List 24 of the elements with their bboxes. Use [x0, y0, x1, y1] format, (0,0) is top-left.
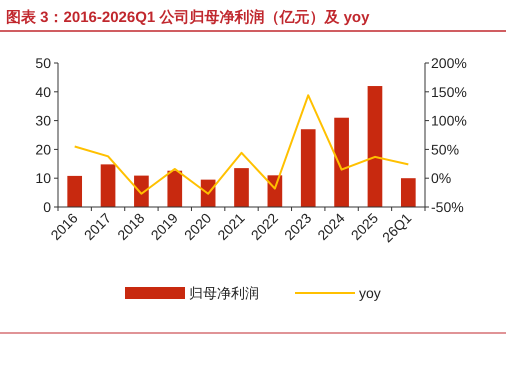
bar: [234, 168, 249, 207]
bar: [368, 86, 382, 207]
y2-tick-label: 150%: [431, 84, 467, 100]
chart-title: 图表 3：2016-2026Q1 公司归母净利润（亿元）及 yoy: [6, 8, 370, 26]
legend-label: 归母净利润: [189, 285, 259, 301]
legend-label: yoy: [359, 285, 381, 301]
bar: [400, 178, 416, 207]
y2-tick-label: -50%: [431, 199, 464, 215]
y2-tick-label: 50%: [431, 141, 460, 158]
y2-tick-label: 100%: [431, 112, 467, 129]
y-tick-label: 10: [35, 170, 52, 186]
y-tick-label: 0: [43, 199, 52, 215]
y-tick-label: 20: [35, 141, 52, 158]
bar: [100, 164, 116, 207]
bar: [334, 118, 349, 207]
line-series: [74, 94, 410, 195]
bar: [300, 129, 316, 207]
y-tick-label: 30: [35, 112, 52, 129]
y-tick-label: 40: [35, 84, 52, 100]
y2-tick-label: 200%: [431, 55, 467, 71]
bar: [167, 170, 182, 207]
bar: [67, 176, 82, 207]
y-tick-label: 50: [35, 55, 52, 71]
y2-tick-label: 0%: [431, 170, 452, 186]
